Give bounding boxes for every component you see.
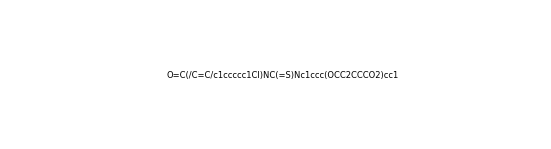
Text: O=C(/C=C/c1ccccc1Cl)NC(=S)Nc1ccc(OCC2CCCO2)cc1: O=C(/C=C/c1ccccc1Cl)NC(=S)Nc1ccc(OCC2CCC… [166,71,398,80]
